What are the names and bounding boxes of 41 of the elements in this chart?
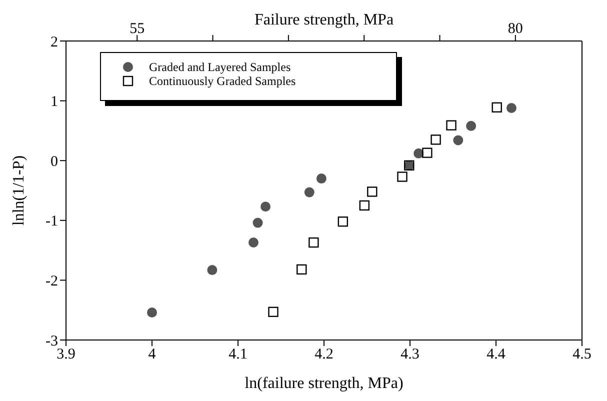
x2-tick-label: 80	[508, 21, 523, 37]
point	[422, 148, 432, 158]
point	[446, 120, 456, 130]
x-tick-label: 4.2	[314, 346, 334, 363]
x-tick-label: 4.5	[572, 346, 592, 363]
point	[248, 238, 258, 248]
y-tick-label: -2	[46, 274, 58, 290]
point	[308, 237, 319, 248]
point	[207, 265, 218, 276]
point	[367, 186, 378, 197]
legend-label: Continuously Graded Samples	[149, 74, 296, 88]
point	[147, 307, 157, 318]
x-tick-label: 4.3	[400, 346, 420, 363]
x-axis-title: ln(failure strength, MPa)	[244, 375, 404, 392]
point	[453, 135, 464, 146]
x-tick-label: 4.1	[228, 346, 248, 363]
point	[338, 216, 348, 227]
y-tick-label: -3	[46, 333, 58, 350]
point	[397, 172, 408, 182]
y-tick-label: -1	[46, 214, 58, 230]
point	[304, 187, 314, 198]
point	[268, 306, 278, 317]
point	[359, 200, 370, 211]
legend-label: Graded and Layered Samples	[149, 60, 291, 74]
point	[316, 174, 326, 184]
y-tick-label: 1	[50, 94, 58, 110]
point	[252, 218, 263, 228]
y-tick-label: 2	[50, 34, 58, 50]
point	[260, 202, 271, 212]
point	[466, 120, 476, 131]
point	[506, 102, 516, 113]
point	[492, 102, 502, 112]
y-axis-title: lnln(1/1-P)	[10, 155, 28, 226]
y-tick-label: 0	[50, 154, 58, 170]
x-tick-label: 4.4	[486, 346, 506, 363]
x2-tick-label: 55	[130, 21, 145, 37]
x-tick-label: 4	[148, 346, 156, 363]
x-tick-label: 3.9	[56, 346, 76, 363]
point	[430, 134, 441, 145]
x2-axis-title: Failure strength, MPa	[254, 11, 394, 28]
point	[296, 264, 307, 275]
